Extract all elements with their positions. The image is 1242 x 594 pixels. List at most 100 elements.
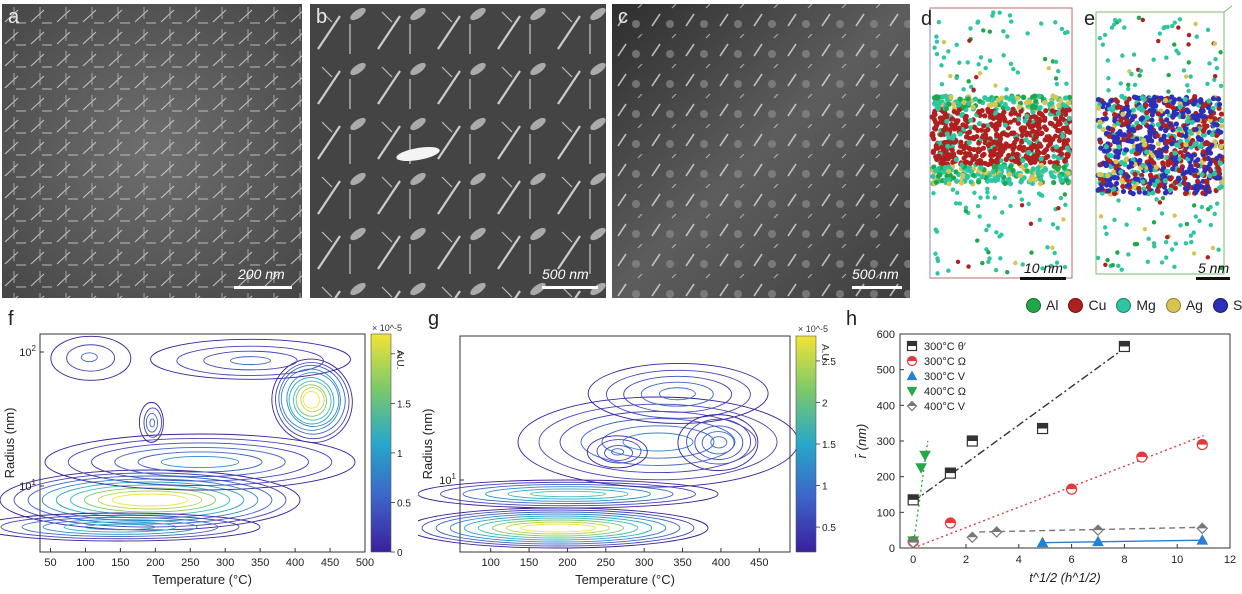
scale-bar-b <box>542 286 598 289</box>
contour-line <box>0 469 301 531</box>
atom <box>1131 184 1137 191</box>
atom <box>1055 155 1062 161</box>
atom <box>972 125 978 131</box>
contour-line <box>586 435 648 469</box>
contour-line <box>694 425 744 460</box>
atom <box>1097 139 1104 145</box>
atom <box>1106 76 1111 81</box>
atom <box>986 250 991 255</box>
legend-label: 300°C V <box>924 371 966 383</box>
atom <box>1095 255 1101 261</box>
contour-chart-g: 100 150 200 250 300 350 400 450 101 Temperature… <box>418 324 836 587</box>
atom <box>975 203 981 209</box>
contour-line <box>418 479 719 509</box>
data-point-fill <box>1037 423 1048 429</box>
atom <box>1173 111 1179 117</box>
data-point <box>1092 535 1104 547</box>
atom <box>1155 153 1161 159</box>
tem-image-c: c 500 nm <box>612 4 910 298</box>
contour-line <box>27 475 273 525</box>
atom <box>1100 126 1106 133</box>
atom <box>1162 178 1168 184</box>
atom <box>1159 211 1165 216</box>
atom <box>1066 115 1073 122</box>
apt-reconstruction-e: e 5 nm <box>1082 4 1240 290</box>
atom <box>1064 145 1070 151</box>
atom <box>971 136 977 142</box>
atom <box>1041 117 1048 123</box>
atom <box>1192 93 1198 100</box>
atom <box>1127 132 1134 138</box>
atom <box>1053 94 1059 100</box>
atom <box>984 123 990 129</box>
atom <box>1136 206 1141 212</box>
atom <box>1119 93 1125 99</box>
atom <box>967 135 973 142</box>
atom <box>1186 42 1191 47</box>
atom <box>932 45 937 50</box>
atom <box>1003 156 1009 163</box>
atom <box>994 230 999 235</box>
atom <box>996 113 1002 119</box>
panel-letter-d: d <box>921 8 933 30</box>
scale-label-c: 500 nm <box>852 266 899 282</box>
atom <box>1164 109 1170 115</box>
contour-line <box>91 442 309 482</box>
atom <box>1172 150 1178 156</box>
atom <box>1149 145 1155 151</box>
atom <box>955 259 961 265</box>
atom <box>960 172 966 178</box>
atom <box>988 102 994 108</box>
data-point-fill <box>907 401 917 406</box>
legend-dot-ag <box>1165 297 1181 313</box>
atom <box>1173 241 1179 246</box>
contour-line <box>622 432 694 452</box>
contour-line <box>295 384 327 417</box>
atom <box>1112 174 1118 180</box>
atom <box>1005 105 1011 112</box>
atom <box>944 139 951 145</box>
contour-line <box>658 387 696 401</box>
atom <box>988 149 994 155</box>
atom <box>1005 270 1010 275</box>
x-tick-label: 450 <box>321 557 339 569</box>
atom <box>950 101 956 107</box>
tem-image-a: a 200 nm <box>2 4 302 298</box>
atom <box>1055 225 1060 231</box>
atom <box>1193 162 1199 168</box>
atom <box>982 160 988 166</box>
atom <box>1030 128 1036 134</box>
atom <box>1131 52 1137 57</box>
colorbar-label-g: A.U. <box>819 344 830 363</box>
atom <box>1217 160 1223 166</box>
atom <box>986 141 993 147</box>
atom <box>1111 112 1118 118</box>
atom <box>1002 102 1008 108</box>
contour-line <box>505 521 611 535</box>
atom <box>1104 231 1109 237</box>
colorbar-exponent-g: × 10^-5 <box>798 324 828 334</box>
atom <box>1216 170 1222 176</box>
atom <box>1016 104 1022 110</box>
atom <box>1022 118 1028 124</box>
atom <box>944 127 950 133</box>
atom <box>1066 94 1073 100</box>
atom <box>1037 217 1042 223</box>
atom <box>992 110 999 116</box>
atom <box>941 39 947 45</box>
atom <box>1029 104 1036 110</box>
panel-letter-b: b <box>316 6 328 28</box>
atom <box>1059 26 1065 32</box>
atom <box>968 125 974 131</box>
data-point-fill <box>1119 341 1130 347</box>
contour-line <box>280 368 341 431</box>
atom <box>1203 178 1210 184</box>
atom <box>1053 115 1059 122</box>
colorbar-tick-label: 2.5 <box>822 357 836 368</box>
contour-line <box>520 523 596 533</box>
panel-letter-f: f <box>8 308 14 330</box>
atom <box>1139 115 1146 121</box>
atom <box>965 60 970 65</box>
atom <box>1182 147 1188 154</box>
atom <box>1053 20 1058 25</box>
